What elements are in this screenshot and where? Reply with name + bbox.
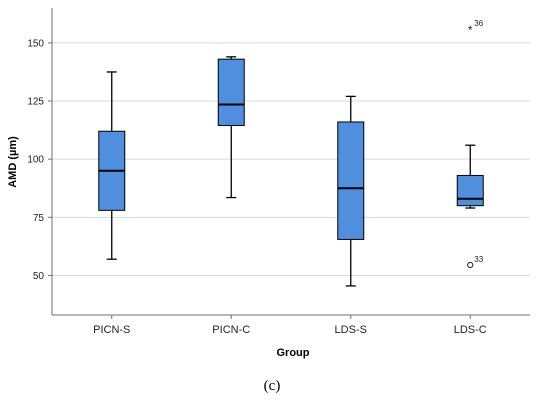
box-lds-c bbox=[456, 174, 484, 207]
y-tick-label: 50 bbox=[33, 271, 45, 282]
outlier-label-33: 33 bbox=[474, 255, 483, 264]
outlier-star-36: * bbox=[468, 23, 473, 37]
x-axis-title: Group bbox=[277, 347, 310, 359]
x-tick-label: LDS-C bbox=[454, 324, 487, 336]
outlier-circle-33 bbox=[467, 261, 474, 269]
x-tick-label: PICN-S bbox=[93, 324, 130, 336]
box-lds-s bbox=[337, 121, 365, 240]
figure-caption: (c) bbox=[264, 378, 281, 394]
gridlines bbox=[52, 42, 530, 276]
axes bbox=[48, 8, 530, 319]
x-tick-label: PICN-C bbox=[212, 324, 250, 336]
y-axis-title: AMD (µm) bbox=[7, 136, 19, 188]
y-tick-label: 125 bbox=[27, 97, 44, 108]
box-picn-c bbox=[217, 58, 245, 126]
boxes bbox=[98, 56, 484, 287]
x-tick-label: LDS-S bbox=[335, 324, 367, 336]
axis-labels: 50 75 100 125 150 PICN-S PICN-C LDS-S LDS-C bbox=[27, 38, 486, 336]
y-tick-label: 75 bbox=[33, 213, 45, 224]
outliers: * 36 33 bbox=[467, 19, 484, 269]
y-tick-label: 100 bbox=[27, 155, 44, 166]
y-tick-label: 150 bbox=[27, 38, 44, 49]
outlier-label-36: 36 bbox=[474, 19, 483, 28]
